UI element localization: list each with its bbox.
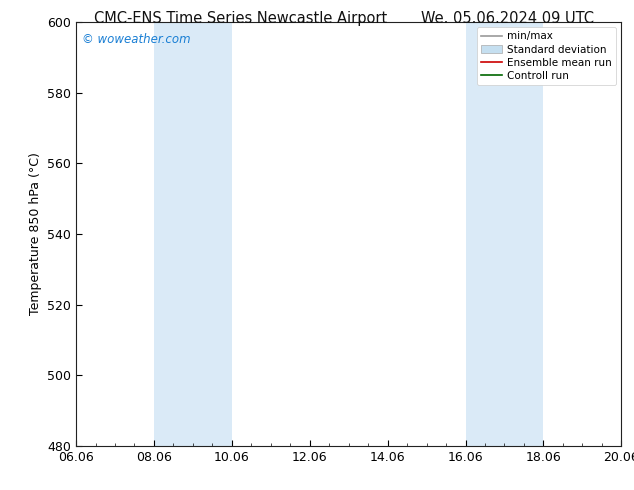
Text: CMC-ENS Time Series Newcastle Airport: CMC-ENS Time Series Newcastle Airport [94,11,387,26]
Text: © woweather.com: © woweather.com [82,33,190,46]
Legend: min/max, Standard deviation, Ensemble mean run, Controll run: min/max, Standard deviation, Ensemble me… [477,27,616,85]
Text: We. 05.06.2024 09 UTC: We. 05.06.2024 09 UTC [421,11,593,26]
Y-axis label: Temperature 850 hPa (°C): Temperature 850 hPa (°C) [29,152,42,316]
Bar [465,22,543,446]
Bar [154,22,232,446]
